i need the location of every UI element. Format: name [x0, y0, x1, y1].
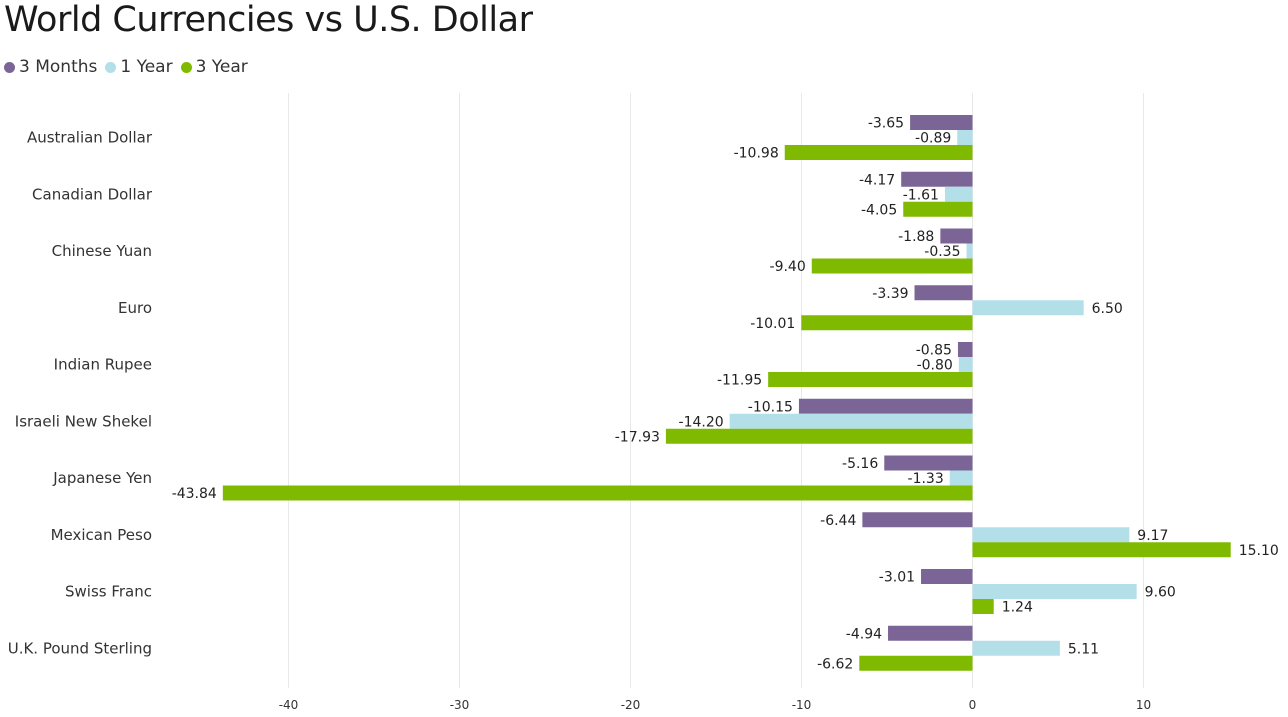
x-tick-label: -10 — [792, 698, 812, 712]
bar-3-months[interactable] — [914, 285, 973, 301]
legend-dot-1-year — [105, 61, 117, 73]
bar-1-year[interactable] — [972, 584, 1137, 599]
data-label: -6.44 — [820, 513, 856, 529]
data-label: -0.85 — [916, 343, 952, 359]
bar-3-months[interactable] — [957, 342, 973, 357]
bar-3-year[interactable] — [972, 599, 994, 614]
legend-dot-3-year — [180, 61, 192, 73]
category-label: Swiss Franc — [65, 583, 152, 601]
category-label: Euro — [118, 299, 152, 317]
bar-3-year[interactable] — [768, 372, 973, 387]
data-label: -17.93 — [615, 429, 660, 445]
data-label: -4.17 — [859, 172, 895, 188]
category-label: Chinese Yuan — [52, 242, 152, 260]
data-label: -10.98 — [734, 146, 779, 162]
bar-3-year[interactable] — [903, 201, 973, 217]
bar-3-year[interactable] — [222, 485, 973, 501]
legend-item-3-year[interactable]: 3 Year — [180, 57, 248, 77]
data-label: 15.10 — [1239, 543, 1279, 559]
bar-3-year[interactable] — [665, 428, 973, 444]
data-label: -11.95 — [717, 373, 762, 389]
bar-3-months[interactable] — [910, 115, 973, 130]
data-label: -0.80 — [917, 358, 953, 374]
bar-3-months[interactable] — [862, 512, 973, 528]
data-label: -5.16 — [842, 456, 878, 472]
category-label: Australian Dollar — [27, 129, 153, 147]
bar-1-year[interactable] — [944, 186, 973, 202]
data-label: -3.65 — [868, 116, 904, 132]
data-label: -4.94 — [846, 626, 882, 642]
bar-1-year[interactable] — [966, 243, 973, 259]
bar-3-months[interactable] — [921, 569, 973, 584]
bar-3-year[interactable] — [784, 145, 973, 160]
data-label: 5.11 — [1068, 641, 1099, 657]
x-tick-label: -20 — [621, 698, 641, 712]
x-tick-label: -40 — [279, 698, 299, 712]
label-layer: -40 -30 -20 -10 0 10 Australian Dollar -3.65 -0.… — [8, 116, 1279, 713]
data-label: -6.62 — [817, 656, 853, 672]
data-label: -9.40 — [770, 259, 806, 275]
bar-1-year[interactable] — [958, 357, 973, 372]
data-label: -4.05 — [861, 202, 897, 218]
data-label: -1.33 — [908, 471, 944, 487]
bar-3-year[interactable] — [811, 258, 973, 274]
x-tick-label: -30 — [450, 698, 470, 712]
data-label: 1.24 — [1002, 600, 1033, 616]
bar-3-year[interactable] — [972, 542, 1231, 558]
legend-item-3-months[interactable]: 3 Months — [4, 57, 97, 77]
data-label: -1.88 — [898, 229, 934, 245]
bar-3-months[interactable] — [884, 455, 973, 471]
bar-3-year[interactable] — [801, 315, 973, 331]
category-label: Israeli New Shekel — [15, 412, 152, 430]
data-label: -3.01 — [879, 570, 915, 586]
bar-1-year[interactable] — [957, 130, 973, 145]
data-label: -0.89 — [915, 131, 951, 147]
data-label: -1.61 — [903, 187, 939, 203]
category-label: Canadian Dollar — [32, 185, 153, 203]
data-label: -14.20 — [679, 414, 724, 430]
category-label: U.K. Pound Sterling — [8, 639, 152, 657]
bar-1-year[interactable] — [949, 470, 973, 486]
bar-3-year[interactable] — [859, 655, 973, 671]
category-label: Indian Rupee — [54, 356, 152, 374]
data-label: 9.60 — [1145, 585, 1176, 601]
x-tick-label: 0 — [969, 698, 977, 712]
bar-1-year[interactable] — [972, 527, 1130, 543]
data-label: -10.01 — [750, 316, 795, 332]
bar-layer — [222, 115, 1231, 671]
data-label: 9.17 — [1137, 528, 1168, 544]
chart-title: World Currencies vs U.S. Dollar — [4, 0, 533, 40]
bar-3-months[interactable] — [888, 625, 973, 641]
bar-3-months[interactable] — [940, 228, 973, 244]
data-label: -43.84 — [172, 486, 217, 502]
bar-1-year[interactable] — [972, 300, 1084, 316]
legend: 3 Months 1 Year 3 Year — [4, 57, 256, 77]
bar-3-months[interactable] — [798, 398, 973, 414]
legend-label-1-year: 1 Year — [120, 57, 173, 77]
data-label: 6.50 — [1092, 301, 1123, 317]
data-label: -10.15 — [748, 399, 793, 415]
data-label: -0.35 — [924, 244, 960, 260]
legend-label-3-year: 3 Year — [195, 57, 248, 77]
bar-1-year[interactable] — [729, 413, 973, 429]
data-label: -3.39 — [872, 286, 908, 302]
category-label: Mexican Peso — [51, 526, 152, 544]
x-tick-label: 10 — [1136, 698, 1151, 712]
legend-dot-3-months — [4, 61, 15, 73]
bar-1-year[interactable] — [972, 640, 1060, 656]
legend-label-3-months: 3 Months — [19, 57, 98, 77]
bar-3-months[interactable] — [901, 171, 973, 187]
category-label: Japanese Yen — [52, 469, 152, 487]
legend-item-1-year[interactable]: 1 Year — [105, 57, 173, 77]
